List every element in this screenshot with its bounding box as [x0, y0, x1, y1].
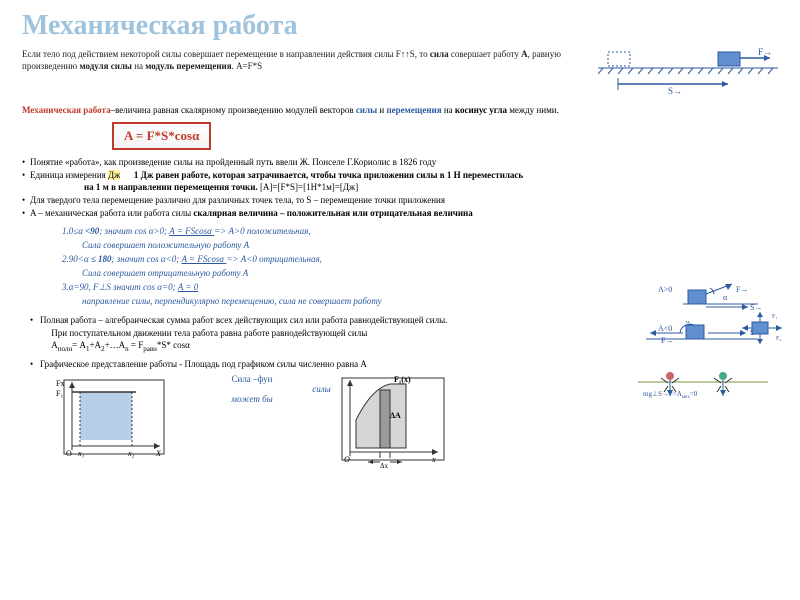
case-3: 3.α=90, F⊥S значит cos α=0; A = 0 — [62, 281, 582, 294]
t: => A>0 положительная, — [214, 226, 310, 236]
t: совершает работу — [449, 49, 522, 59]
force-diagram: F→ S→ — [598, 48, 778, 96]
t: +A — [89, 340, 101, 350]
svg-text:O: O — [344, 455, 350, 464]
svg-text:F₁(x): F₁(x) — [394, 375, 411, 384]
t: перемещения — [386, 105, 441, 115]
t: полн — [58, 344, 72, 352]
t: Сила совершает положительную работу A — [62, 239, 582, 252]
t: 2.90<α — [62, 254, 89, 264]
t: на 1 м в направлении перемещения точки. — [84, 182, 258, 192]
t: косинус угла — [455, 105, 507, 115]
t: Полная работа – алгебраическая сумма раб… — [40, 315, 447, 325]
graph-constant-force: Fx F₁ O x₁ x₂ X — [52, 374, 172, 464]
t: => A<0 отрицательная, — [226, 254, 322, 264]
svg-text:S→: S→ — [668, 86, 682, 96]
cases-block: 1.0≤α <90; значит cos α>0; A = FScosα =>… — [62, 225, 582, 308]
resultant-force-icon: F₁ F₂ — [738, 312, 788, 346]
svg-text:F→: F→ — [758, 48, 772, 57]
t: 3.α=90, F⊥S — [62, 282, 111, 292]
t: = A — [72, 340, 86, 350]
list-item: Полная работа – алгебраическая сумма раб… — [22, 314, 778, 354]
t: [A]=[F*S]=[1H*1м]=[Дж] — [258, 182, 359, 192]
t: Механическая работа — [22, 105, 111, 115]
t: направление силы, перпендикулярно переме… — [62, 295, 582, 308]
t: на — [442, 105, 455, 115]
t: на — [132, 61, 145, 71]
t: значит cos α=0; — [111, 282, 178, 292]
t: Дж — [108, 170, 120, 180]
t: Сила совершает отрицательную работу A — [62, 267, 582, 280]
intro-row: Если тело под действием некоторой силы с… — [22, 48, 778, 96]
t: A = FScosα — [181, 254, 226, 264]
bullets-1: Понятие «работа», как произведение силы … — [22, 156, 778, 219]
main-formula: A = F*S*cosα — [112, 122, 211, 150]
t: Сила –фун — [232, 374, 273, 384]
t: силы может бы — [231, 384, 331, 404]
t: ≤ 180 — [89, 254, 112, 264]
svg-text:Δx: Δx — [380, 462, 389, 470]
fig-positive-icon: α F→ S→ A>0 — [628, 282, 778, 312]
t: сила — [430, 49, 449, 59]
bullets-2: Полная работа – алгебраическая сумма раб… — [22, 314, 778, 370]
t: модуля силы — [79, 61, 132, 71]
definition-2: Механическая работа–величина равная скал… — [22, 104, 778, 116]
t: ; значит cos α>0; — [99, 226, 169, 236]
t: 1.0≤α — [62, 226, 85, 236]
graph-caption: Сила –фун силы может бы — [202, 374, 302, 404]
t: равн — [143, 344, 157, 352]
t: 1 Дж равен работе, которая затрачивается… — [134, 170, 523, 180]
t: между ними. — [507, 105, 559, 115]
t: . A=F*S — [232, 61, 263, 71]
graph-variable-force: F₁(x) ΔA O x Δx — [332, 374, 452, 470]
list-item: Понятие «работа», как произведение силы … — [22, 156, 778, 169]
list-item: A – механическая работа или работа силы … — [22, 207, 778, 220]
t: При поступательном движении тела работа … — [51, 328, 367, 338]
list-item: Единица измерения Дж 1 Дж равен работе, … — [22, 169, 778, 194]
t: A – механическая работа или работа силы — [30, 208, 193, 218]
svg-text:F₁: F₁ — [56, 389, 63, 398]
svg-text:x₁: x₁ — [77, 449, 85, 458]
case-2: 2.90<α ≤ 180; значит cos α<0; A = FScosα… — [62, 253, 582, 266]
svg-text:ΔA: ΔA — [390, 411, 401, 420]
t: +…A — [105, 340, 126, 350]
svg-text:F→: F→ — [736, 285, 748, 294]
t: скалярная величина – положительная или о… — [193, 208, 472, 218]
svg-text:O: O — [66, 449, 72, 458]
t: = F — [129, 340, 144, 350]
svg-text:A>0: A>0 — [658, 285, 672, 294]
svg-text:α: α — [723, 293, 728, 302]
t: A = FScosα — [169, 226, 214, 236]
case-1: 1.0≤α <90; значит cos α>0; A = FScosα =>… — [62, 225, 582, 238]
svg-text:Fx: Fx — [56, 379, 64, 388]
svg-text:x₂: x₂ — [127, 449, 135, 458]
t: модуль перемещения — [145, 61, 231, 71]
list-item: Графическое представление работы - Площа… — [22, 358, 778, 370]
svg-text:F₂: F₂ — [776, 336, 781, 342]
t: *S* cosα — [157, 340, 190, 350]
t: силы — [356, 105, 377, 115]
list-item: Для твердого тела перемещение различно д… — [22, 194, 778, 207]
svg-text:x: x — [431, 455, 436, 464]
svg-text:F₁: F₁ — [772, 314, 777, 320]
svg-text:mg⊥S→=>Aмех=0: mg⊥S→=>Aмех=0 — [643, 390, 698, 398]
t: ; значит cos α<0; — [112, 254, 182, 264]
t: –величина равная скалярному произведению… — [111, 105, 356, 115]
t: A = 0 — [178, 282, 198, 292]
intro-text: Если тело под действием некоторой силы с… — [22, 48, 586, 72]
page-title: Механическая работа — [22, 10, 778, 42]
t: Единица измерения — [30, 170, 108, 180]
t: Если тело под действием некоторой силы с… — [22, 49, 430, 59]
t: <90 — [85, 226, 99, 236]
